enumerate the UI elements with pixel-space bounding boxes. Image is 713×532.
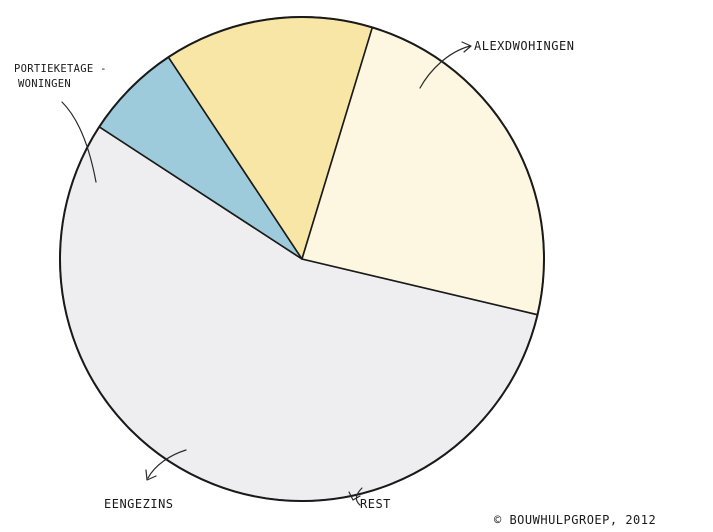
slice-label-rest: REST — [360, 497, 391, 511]
slice-label-eengezins: EENGEZINS — [104, 497, 174, 511]
copyright-text: © BOUWHULPGROEP, 2012 — [494, 513, 656, 527]
leader-line-alexdwohingen — [419, 41, 472, 89]
leader-line-eengezins — [145, 449, 187, 481]
slice-label-portieketage-line1: PORTIEKETAGE - — [14, 63, 107, 75]
pie-outline — [59, 16, 545, 502]
slice-label-portieketage-line2: WONINGEN — [18, 78, 71, 90]
leader-line-rest — [348, 487, 363, 506]
leader-line-portieketage — [61, 101, 97, 183]
slice-label-alexdwohingen: ALEXDWOHINGEN — [474, 39, 574, 53]
